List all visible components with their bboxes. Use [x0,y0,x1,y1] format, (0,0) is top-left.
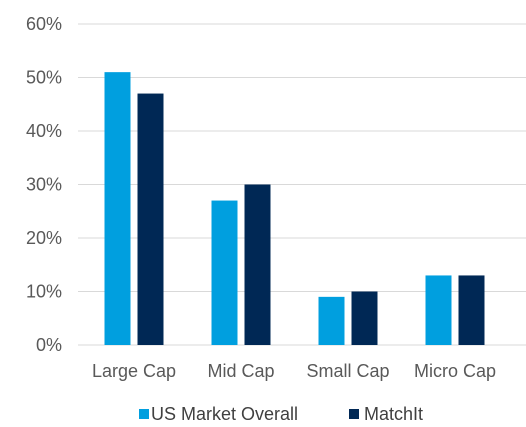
legend-swatch [139,409,149,419]
bar [351,291,378,345]
legend: US Market Overall MatchIt [139,404,423,424]
x-category-label: Mid Cap [207,361,274,381]
bar [244,184,271,345]
y-tick-label: 0% [36,335,62,355]
y-axis-ticks: 0% 10% 20% 30% 40% 50% 60% [26,14,62,355]
legend-label: MatchIt [364,404,423,424]
y-tick-label: 30% [26,175,62,195]
x-category-label: Large Cap [92,361,176,381]
bars [104,72,485,346]
bar [137,93,164,345]
x-category-label: Micro Cap [414,361,496,381]
y-tick-label: 40% [26,121,62,141]
y-tick-label: 50% [26,68,62,88]
y-tick-label: 10% [26,282,62,302]
legend-label: US Market Overall [151,404,298,424]
legend-swatch [349,409,359,419]
x-axis-categories: Large Cap Mid Cap Small Cap Micro Cap [92,361,496,381]
y-tick-label: 20% [26,228,62,248]
bar [425,275,452,345]
bar [104,72,131,346]
y-tick-label: 60% [26,14,62,34]
x-category-label: Small Cap [306,361,389,381]
bar [211,200,238,345]
bar [458,275,485,345]
bar [318,296,345,345]
